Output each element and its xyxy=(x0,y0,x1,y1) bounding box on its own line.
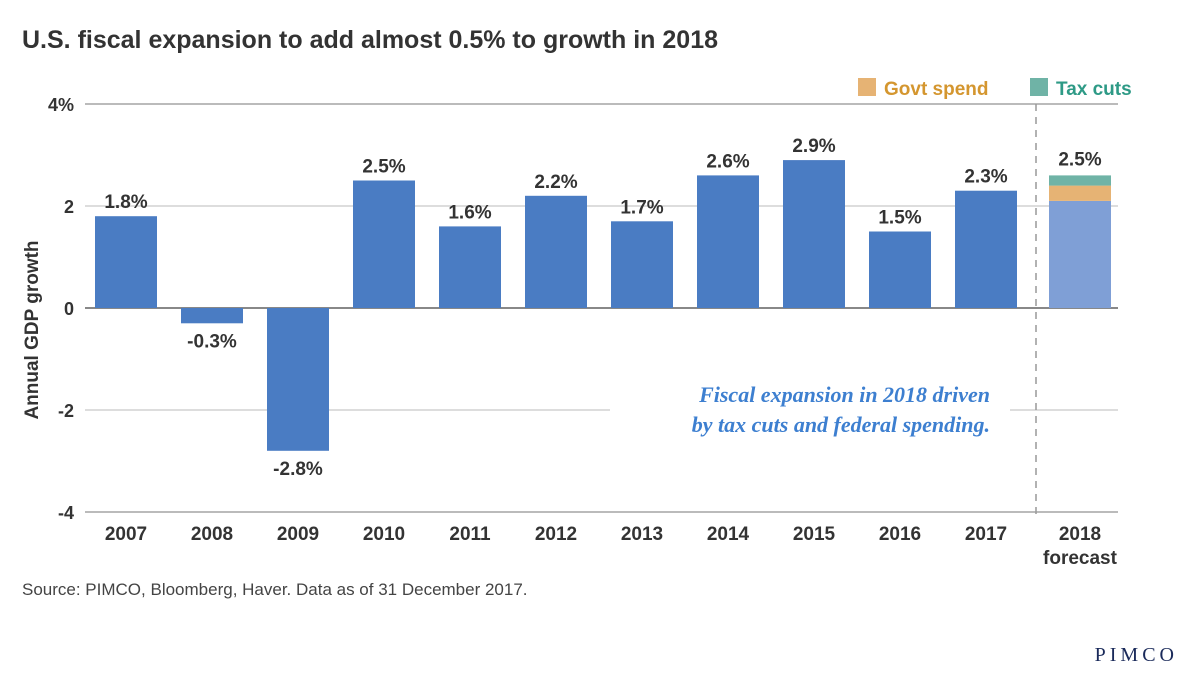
bar-2012 xyxy=(525,195,587,308)
x-tick-label: 2011 xyxy=(449,524,491,545)
data-label: 1.8% xyxy=(104,192,147,213)
y-tick-label: 0 xyxy=(64,299,74,319)
x-tick-sublabel: forecast xyxy=(1043,548,1118,569)
legend-swatch xyxy=(858,78,876,96)
source-note: Source: PIMCO, Bloomberg, Haver. Data as… xyxy=(22,580,528,599)
bar-2016 xyxy=(869,231,931,308)
bar-2014 xyxy=(697,175,759,308)
bar-2015 xyxy=(783,160,845,308)
pimco-logo: PIMCO xyxy=(1094,644,1178,666)
bar-2008 xyxy=(181,308,243,324)
data-label: 1.6% xyxy=(448,202,491,223)
data-label: 1.5% xyxy=(878,208,921,229)
x-tick-label: 2018 xyxy=(1059,524,1101,545)
legend-label: Govt spend xyxy=(884,79,989,100)
x-tick-label: 2015 xyxy=(793,524,836,545)
x-tick-label: 2007 xyxy=(105,524,147,545)
forecast-segment-govt-spend xyxy=(1049,185,1111,201)
annotation-background xyxy=(610,376,1010,448)
annotation-text: Fiscal expansion in 2018 driven xyxy=(698,382,990,407)
bar-2007 xyxy=(95,216,157,308)
chart-title: U.S. fiscal expansion to add almost 0.5%… xyxy=(22,26,718,54)
data-label: 2.2% xyxy=(534,172,577,193)
y-tick-label: 2 xyxy=(64,197,74,217)
forecast-segment-tax-cuts xyxy=(1049,175,1111,186)
data-label: -0.3% xyxy=(187,331,237,352)
x-tick-label: 2012 xyxy=(535,524,577,545)
data-label: 2.6% xyxy=(706,151,749,172)
x-tick-label: 2017 xyxy=(965,524,1007,545)
x-tick-label: 2009 xyxy=(277,524,319,545)
forecast-data-label: 2.5% xyxy=(1058,149,1101,170)
bar-2013 xyxy=(611,221,673,308)
y-tick-label: -2 xyxy=(58,401,74,421)
x-tick-label: 2013 xyxy=(621,524,663,545)
data-label: 2.5% xyxy=(362,157,405,178)
data-label: -2.8% xyxy=(273,459,323,480)
bar-2010 xyxy=(353,180,415,308)
bar-2009 xyxy=(267,308,329,451)
legend-label: Tax cuts xyxy=(1056,79,1132,100)
x-tick-label: 2014 xyxy=(707,524,750,545)
y-tick-label: -4 xyxy=(58,503,74,523)
x-tick-label: 2010 xyxy=(363,524,405,545)
x-tick-label: 2008 xyxy=(191,524,233,545)
bar-2017 xyxy=(955,190,1017,308)
annotation-text: by tax cuts and federal spending. xyxy=(692,412,990,437)
legend-swatch xyxy=(1030,78,1048,96)
y-axis-label: Annual GDP growth xyxy=(22,240,43,419)
y-tick-label: 4% xyxy=(48,95,74,115)
data-label: 1.7% xyxy=(620,197,663,218)
forecast-segment-base xyxy=(1049,200,1111,308)
bar-2011 xyxy=(439,226,501,308)
data-label: 2.3% xyxy=(964,167,1007,188)
data-label: 2.9% xyxy=(792,136,835,157)
x-tick-label: 2016 xyxy=(879,524,921,545)
